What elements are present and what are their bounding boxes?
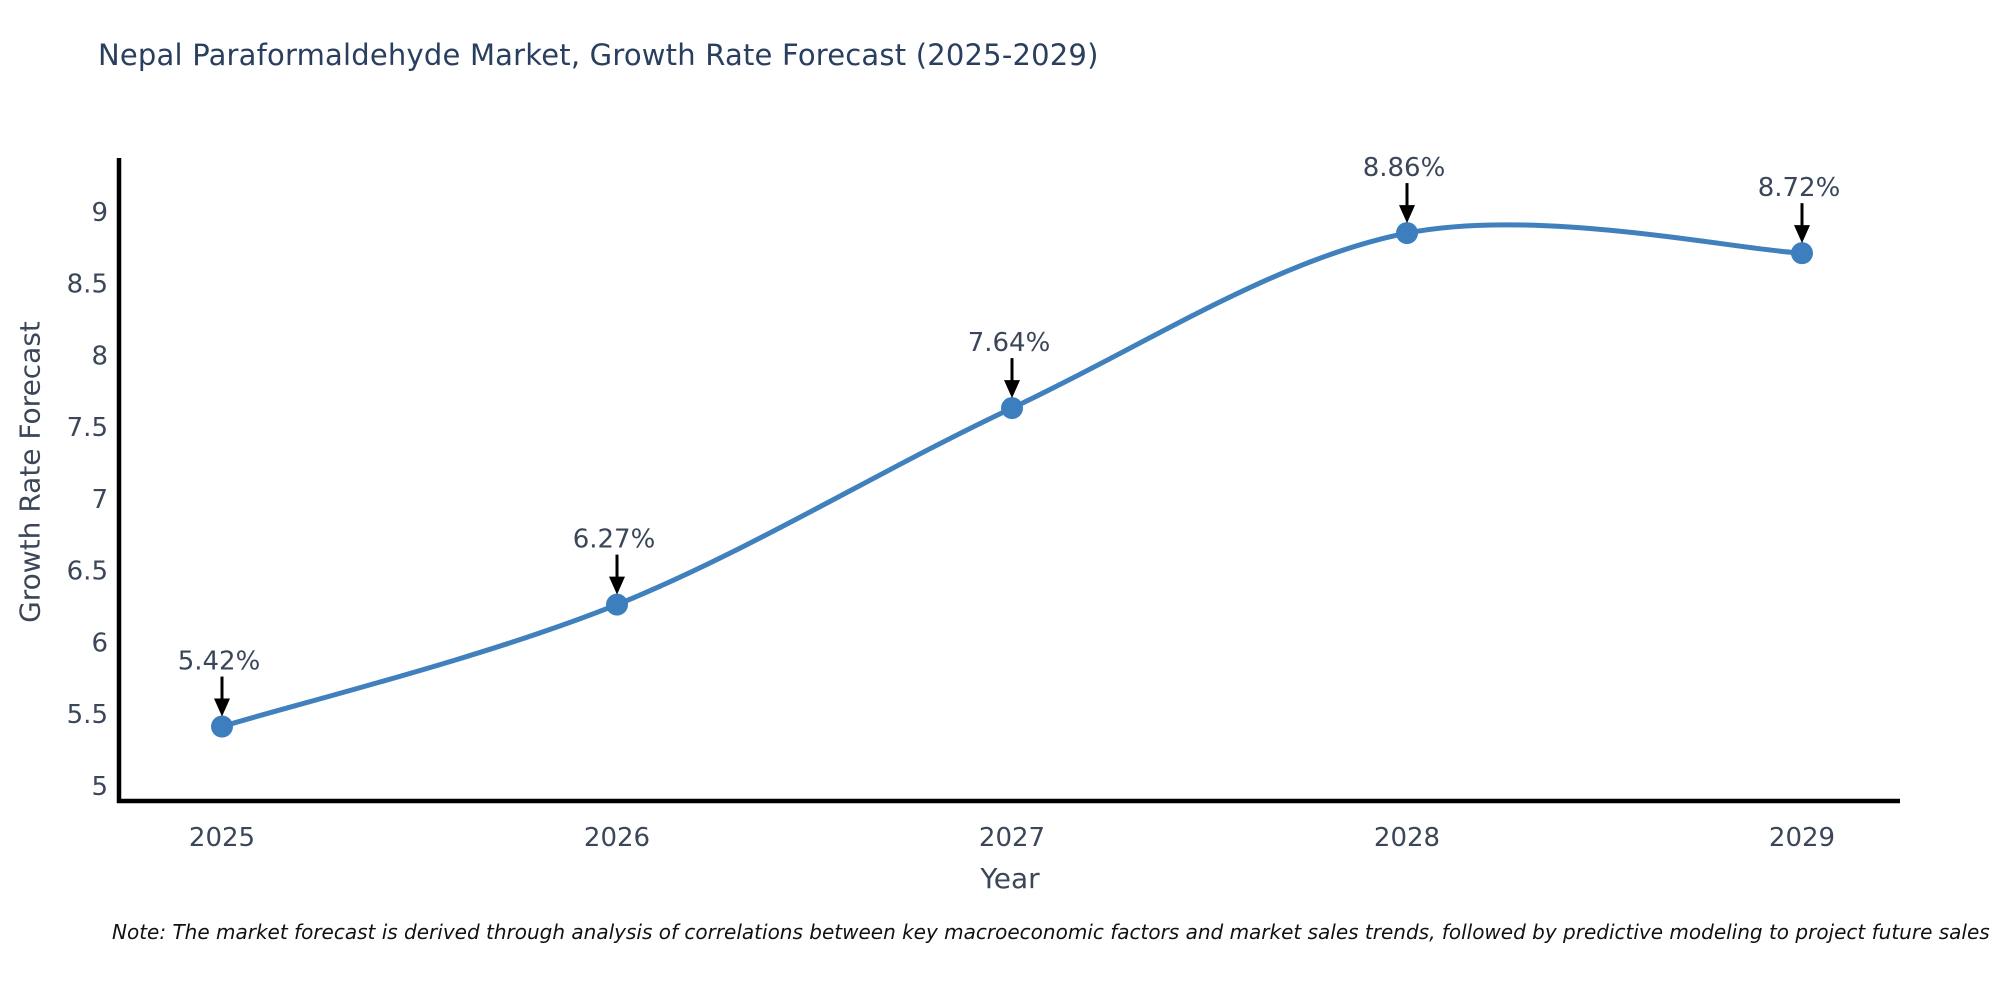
data-point-marker — [1001, 397, 1023, 420]
y-tick-label: 6.5 — [67, 557, 108, 587]
x-tick-label: 2025 — [189, 823, 255, 853]
footnote: Note: The market forecast is derived thr… — [112, 920, 1990, 944]
chart-title: Nepal Paraformaldehyde Market, Growth Ra… — [98, 38, 1099, 72]
data-point-label: 6.27% — [573, 525, 656, 555]
data-point-marker — [211, 715, 233, 738]
data-point-label: 5.42% — [178, 647, 261, 677]
x-axis-title: Year — [980, 862, 1040, 895]
forecast-line — [219, 222, 1805, 730]
annotation-arrow-head — [1399, 205, 1415, 224]
data-point-marker — [1396, 222, 1418, 245]
x-tick-label: 2029 — [1769, 823, 1835, 853]
y-tick-label: 5 — [91, 772, 108, 802]
annotation-arrow-head — [1004, 380, 1020, 399]
annotation-arrow-head — [1794, 225, 1810, 244]
y-tick-label: 8.5 — [67, 270, 108, 300]
data-point-label: 8.72% — [1758, 173, 1841, 203]
data-point-marker — [1791, 242, 1813, 265]
data-point-label: 8.86% — [1363, 153, 1446, 183]
data-point-marker — [606, 593, 628, 616]
x-tick-label: 2028 — [1374, 823, 1440, 853]
x-tick-label: 2027 — [979, 823, 1045, 853]
x-tick-label: 2026 — [584, 823, 650, 853]
data-point-label: 7.64% — [968, 328, 1051, 358]
annotation-arrow-head — [609, 576, 625, 595]
y-tick-label: 6 — [91, 628, 108, 658]
y-tick-label: 7 — [91, 485, 108, 515]
y-tick-label: 5.5 — [67, 700, 108, 730]
y-tick-label: 9 — [91, 198, 108, 228]
annotation-arrow-head — [214, 698, 230, 717]
y-tick-label: 7.5 — [67, 413, 108, 443]
y-tick-label: 8 — [91, 341, 108, 371]
